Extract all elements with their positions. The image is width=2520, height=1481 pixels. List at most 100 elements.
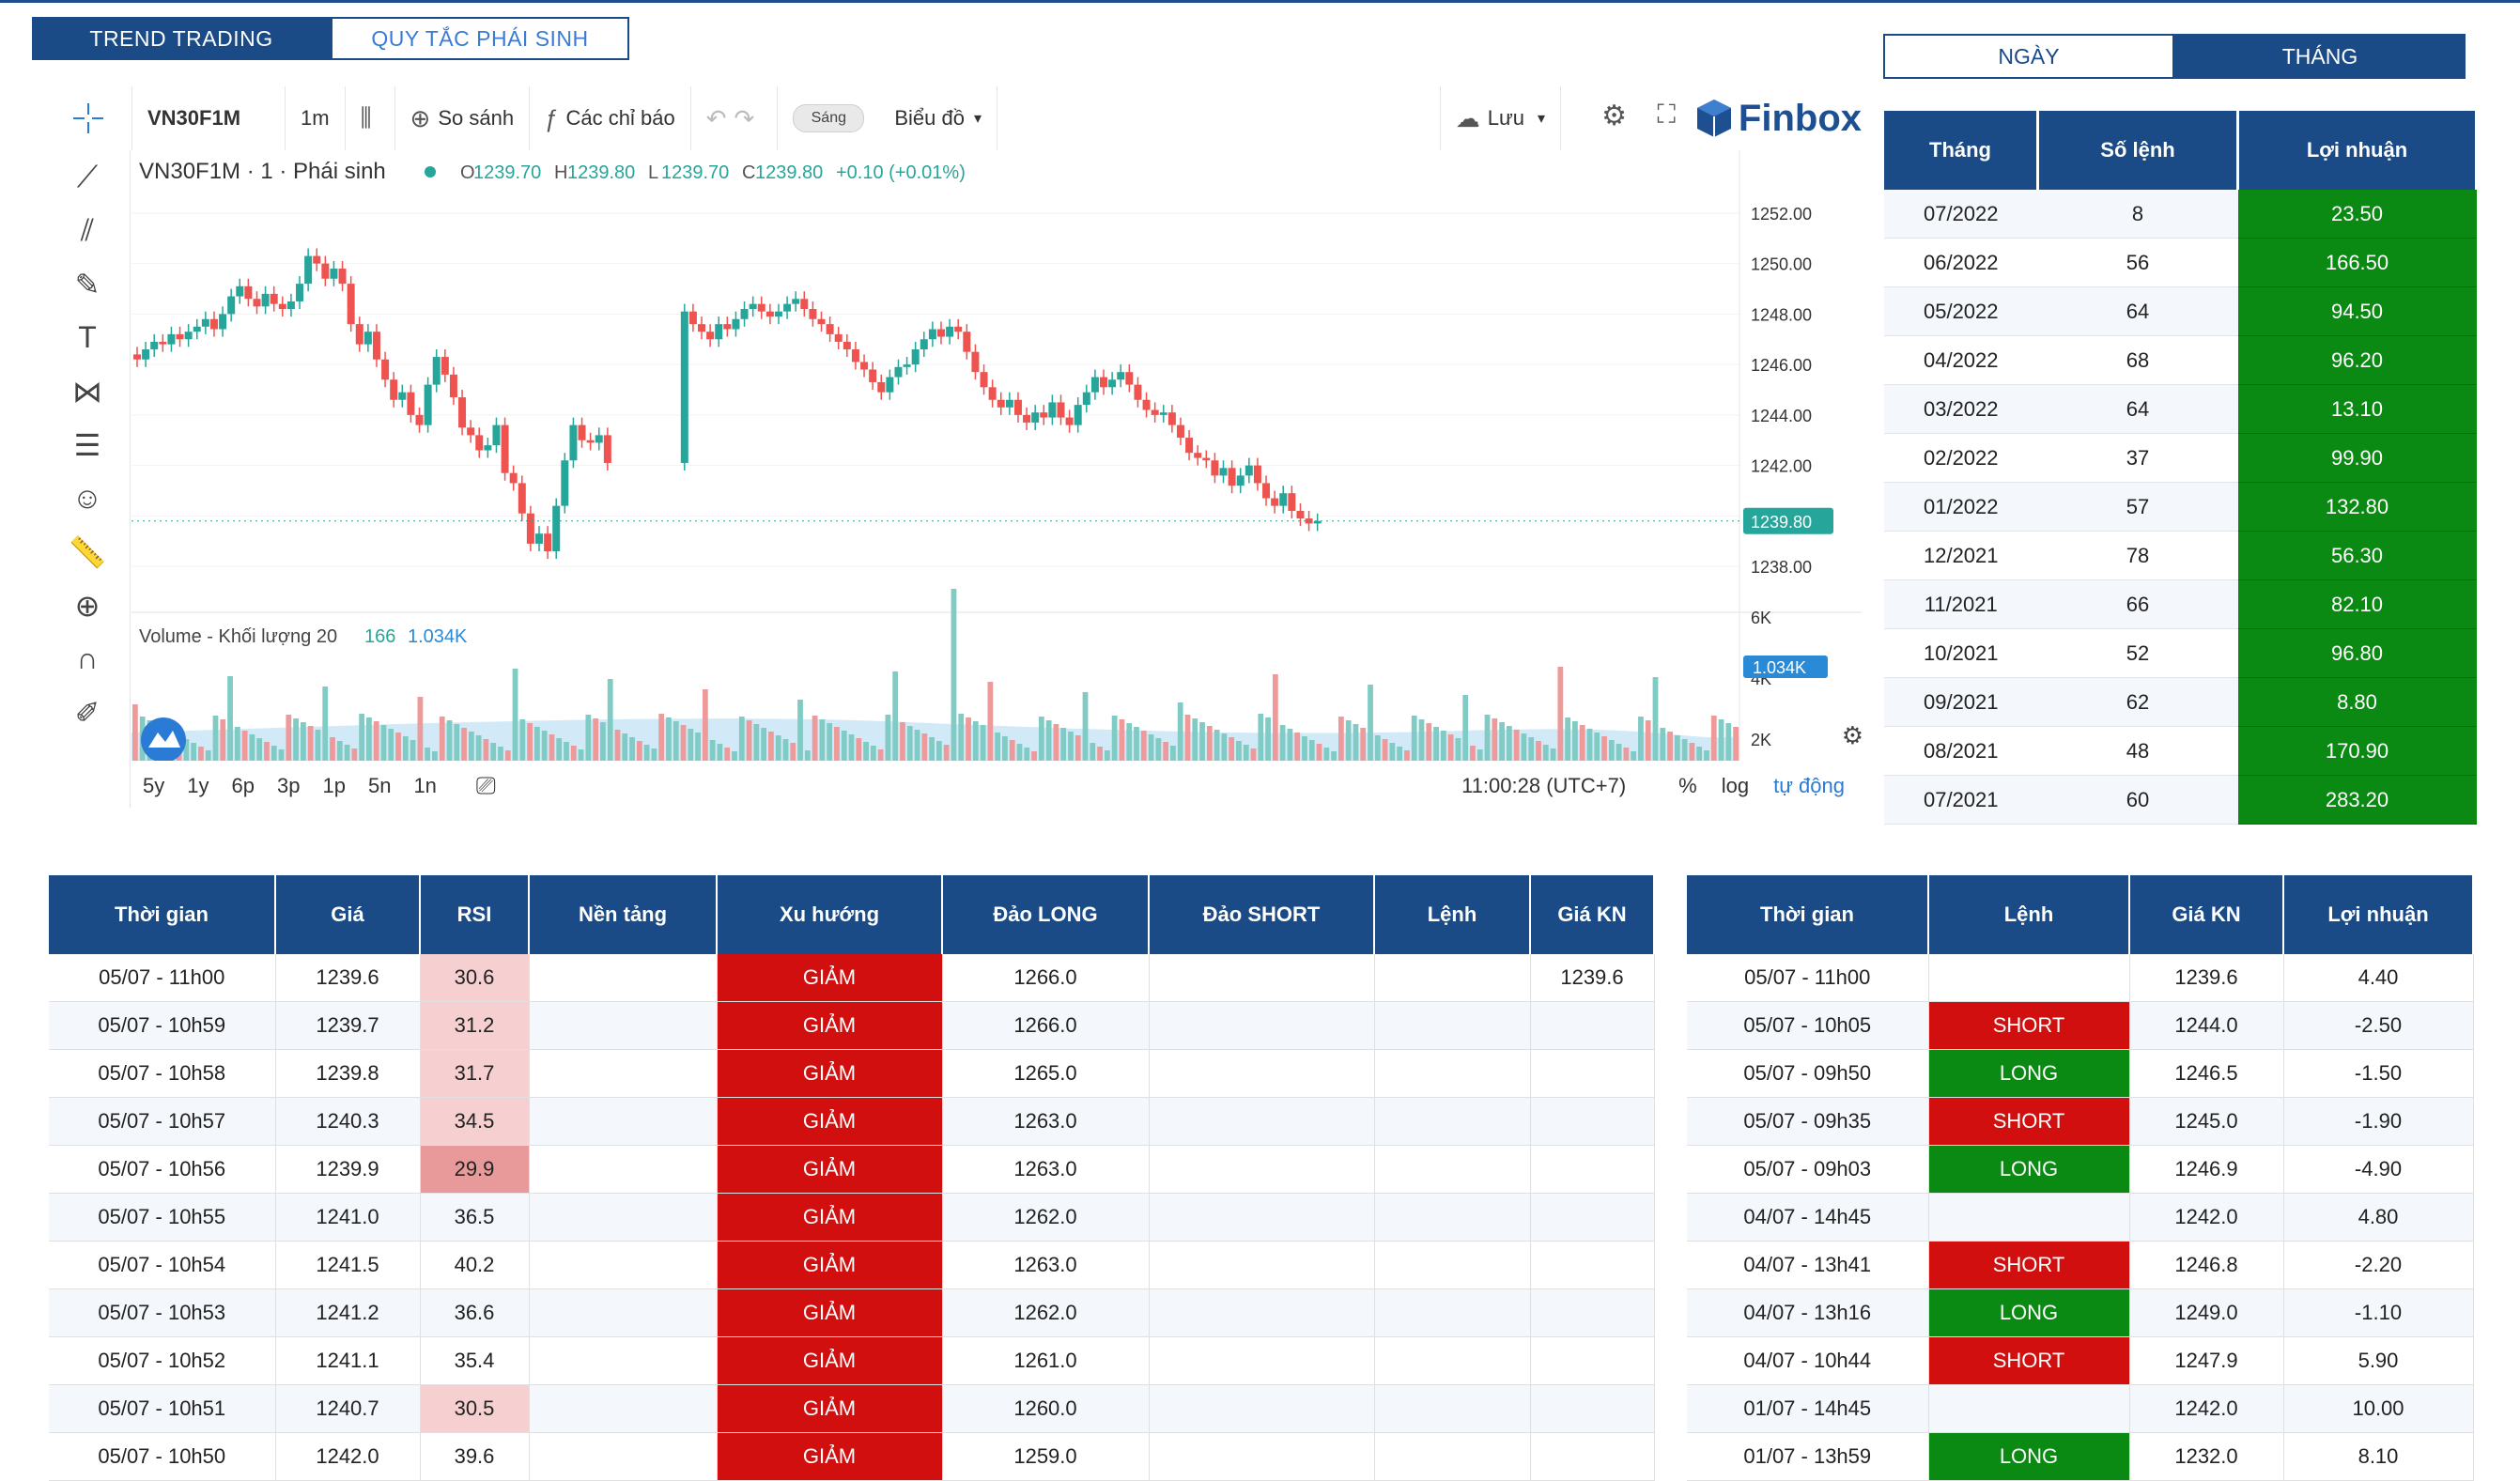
fullscreen-icon[interactable]: ⛶	[1657, 100, 1676, 129]
col-entry-price[interactable]: Giá KN	[1530, 875, 1655, 954]
candle-type-button[interactable]: ⫼	[346, 86, 395, 150]
table-row[interactable]: 05/07 - 10h54 1241.5 40.2 GIẢM 1263.0	[49, 1241, 1655, 1289]
table-row[interactable]: 06/2022 56 166.50	[1884, 238, 2477, 287]
lock-draw-icon[interactable]: ✐	[74, 695, 100, 730]
table-row[interactable]: 03/2022 64 13.10	[1884, 384, 2477, 434]
table-row[interactable]: 04/07 - 13h41 SHORT 1246.8 -2.20	[1687, 1241, 2474, 1289]
timeframe-bar: 5y 1y 6p 3p 1p 5n 1n ⎚ 11:00:28 (UTC+7) …	[131, 763, 1862, 810]
table-row[interactable]: 04/07 - 10h44 SHORT 1247.9 5.90	[1687, 1336, 2474, 1385]
compare-button[interactable]: ⊕ So sánh	[395, 86, 531, 150]
table-row[interactable]: 05/07 - 10h05 SHORT 1244.0 -2.50	[1687, 1001, 2474, 1050]
table-row[interactable]: 05/07 - 09h50 LONG 1246.5 -1.50	[1687, 1049, 2474, 1098]
brush-tool-icon[interactable]: ✎	[74, 267, 100, 301]
table-row[interactable]: 08/2021 48 170.90	[1884, 726, 2477, 776]
cell-price: 1241.5	[275, 1241, 421, 1289]
col-order[interactable]: Lệnh	[1374, 875, 1531, 954]
col-reverse-long[interactable]: Đảo LONG	[942, 875, 1150, 954]
theme-switch[interactable]: Sáng	[793, 104, 865, 132]
tf-1y[interactable]: 1y	[187, 774, 209, 797]
col-entry-price[interactable]: Giá KN	[2129, 875, 2284, 954]
table-row[interactable]: 07/2022 8 23.50	[1884, 190, 2477, 239]
table-row[interactable]: 05/07 - 10h55 1241.0 36.5 GIẢM 1262.0	[49, 1193, 1655, 1242]
col-trend[interactable]: Xu hướng	[717, 875, 943, 954]
tab-trend-trading[interactable]: TREND TRADING	[32, 17, 331, 60]
table-row[interactable]: 12/2021 78 56.30	[1884, 531, 2477, 580]
ruler-tool-icon[interactable]: 📏	[69, 534, 106, 569]
magnet-icon[interactable]: ∩	[76, 641, 99, 675]
table-row[interactable]: 02/2022 37 99.90	[1884, 433, 2477, 483]
axis-settings-gear-icon[interactable]: ⚙	[1842, 721, 1862, 749]
percent-scale-toggle[interactable]: %	[1678, 774, 1697, 797]
table-row[interactable]: 05/07 - 10h58 1239.8 31.7 GIẢM 1265.0	[49, 1049, 1655, 1098]
tab-day[interactable]: NGÀY	[1883, 34, 2174, 79]
tf-3p[interactable]: 3p	[276, 774, 301, 797]
interval-selector[interactable]: 1m	[286, 86, 346, 150]
table-row[interactable]: 04/07 - 13h16 LONG 1249.0 -1.10	[1687, 1288, 2474, 1337]
col-order-count[interactable]: Số lệnh	[2037, 111, 2239, 190]
col-month[interactable]: Tháng	[1884, 111, 2039, 190]
candle-body	[834, 333, 843, 342]
table-row[interactable]: 01/07 - 14h45 1242.0 10.00	[1687, 1384, 2474, 1433]
table-row[interactable]: 05/07 - 10h53 1241.2 36.6 GIẢM 1262.0	[49, 1288, 1655, 1337]
prediction-tool-icon[interactable]: ☰	[73, 427, 101, 462]
col-time[interactable]: Thời gian	[1687, 875, 1929, 954]
date-range-icon[interactable]: ⎚	[475, 771, 496, 799]
table-row[interactable]: 11/2021 66 82.10	[1884, 579, 2477, 629]
undo-icon[interactable]: ↶	[705, 103, 727, 132]
tf-1p[interactable]: 1p	[322, 774, 346, 797]
table-row[interactable]: 05/2022 64 94.50	[1884, 286, 2477, 336]
settings-gear-icon[interactable]: ⚙	[1601, 100, 1627, 131]
auto-scale-toggle[interactable]: tự động	[1773, 774, 1845, 797]
table-row[interactable]: 05/07 - 10h59 1239.7 31.2 GIẢM 1266.0	[49, 1001, 1655, 1050]
table-row[interactable]: 05/07 - 11h00 1239.6 30.6 GIẢM 1266.0 12…	[49, 954, 1655, 1002]
table-row[interactable]: 05/07 - 09h03 LONG 1246.9 -4.90	[1687, 1145, 2474, 1194]
symbol-selector[interactable]: VN30F1M	[132, 86, 286, 150]
table-row[interactable]: 07/2021 60 283.20	[1884, 775, 2477, 825]
col-profit[interactable]: Lợi nhuận	[2283, 875, 2474, 954]
pattern-tool-icon[interactable]: ⋈	[72, 374, 102, 409]
tab-derivative-rules[interactable]: QUY TẮC PHÁI SINH	[331, 17, 629, 60]
fib-tool-icon[interactable]: ⫽	[80, 212, 95, 247]
table-row[interactable]: 05/07 - 10h50 1242.0 39.6 GIẢM 1259.0	[49, 1432, 1655, 1481]
col-base[interactable]: Nền tảng	[529, 875, 718, 954]
table-row[interactable]: 01/2022 57 132.80	[1884, 482, 2477, 532]
save-dropdown[interactable]: ☁ Lưu ▾	[1439, 86, 1561, 150]
table-row[interactable]: 10/2021 52 96.80	[1884, 628, 2477, 678]
text-tool-icon[interactable]: T	[78, 320, 97, 354]
table-row[interactable]: 04/2022 68 96.20	[1884, 335, 2477, 385]
crosshair-tool[interactable]	[45, 86, 132, 150]
col-order[interactable]: Lệnh	[1928, 875, 2130, 954]
table-row[interactable]: 05/07 - 10h57 1240.3 34.5 GIẢM 1263.0	[49, 1097, 1655, 1146]
col-rsi[interactable]: RSI	[420, 875, 530, 954]
tf-6p[interactable]: 6p	[231, 774, 255, 797]
col-time[interactable]: Thời gian	[49, 875, 276, 954]
chart-type-dropdown[interactable]: Biểu đồ ▾	[879, 86, 997, 150]
table-row[interactable]: 01/07 - 13h59 LONG 1232.0 8.10	[1687, 1432, 2474, 1481]
theme-toggle[interactable]: Sáng	[778, 86, 879, 150]
trendline-tool-icon[interactable]: ⟋	[76, 159, 99, 193]
tradingview-badge-icon[interactable]	[141, 717, 186, 761]
col-profit[interactable]: Lợi nhuận	[2237, 111, 2478, 190]
cell-time: 05/07 - 10h56	[49, 1145, 276, 1194]
table-row[interactable]: 05/07 - 11h00 1239.6 4.40	[1687, 954, 2474, 1002]
price-chart[interactable]: 1252.00 1250.00 1248.00 1246.00 1244.00 1242.…	[131, 150, 1862, 761]
table-row[interactable]: 05/07 - 10h52 1241.1 35.4 GIẢM 1261.0	[49, 1336, 1655, 1385]
table-row[interactable]: 09/2021 62 8.80	[1884, 677, 2477, 727]
zoom-in-icon[interactable]: ⊕	[74, 588, 100, 623]
candle-body	[270, 293, 278, 304]
log-scale-toggle[interactable]: log	[1721, 774, 1750, 797]
indicators-button[interactable]: ƒ Các chỉ báo	[530, 86, 691, 150]
col-price[interactable]: Giá	[275, 875, 421, 954]
table-row[interactable]: 05/07 - 10h56 1239.9 29.9 GIẢM 1263.0	[49, 1145, 1655, 1194]
emoji-tool-icon[interactable]: ☺	[71, 481, 103, 515]
tf-5y[interactable]: 5y	[143, 774, 165, 797]
tf-5n[interactable]: 5n	[367, 774, 392, 797]
table-row[interactable]: 05/07 - 10h51 1240.7 30.5 GIẢM 1260.0	[49, 1384, 1655, 1433]
col-reverse-short[interactable]: Đảo SHORT	[1149, 875, 1375, 954]
table-row[interactable]: 04/07 - 14h45 1242.0 4.80	[1687, 1193, 2474, 1242]
redo-icon[interactable]: ↷	[734, 103, 755, 132]
tab-month[interactable]: THÁNG	[2174, 34, 2466, 79]
candle-body	[253, 299, 261, 307]
table-row[interactable]: 05/07 - 09h35 SHORT 1245.0 -1.90	[1687, 1097, 2474, 1146]
tf-1n[interactable]: 1n	[413, 774, 437, 797]
